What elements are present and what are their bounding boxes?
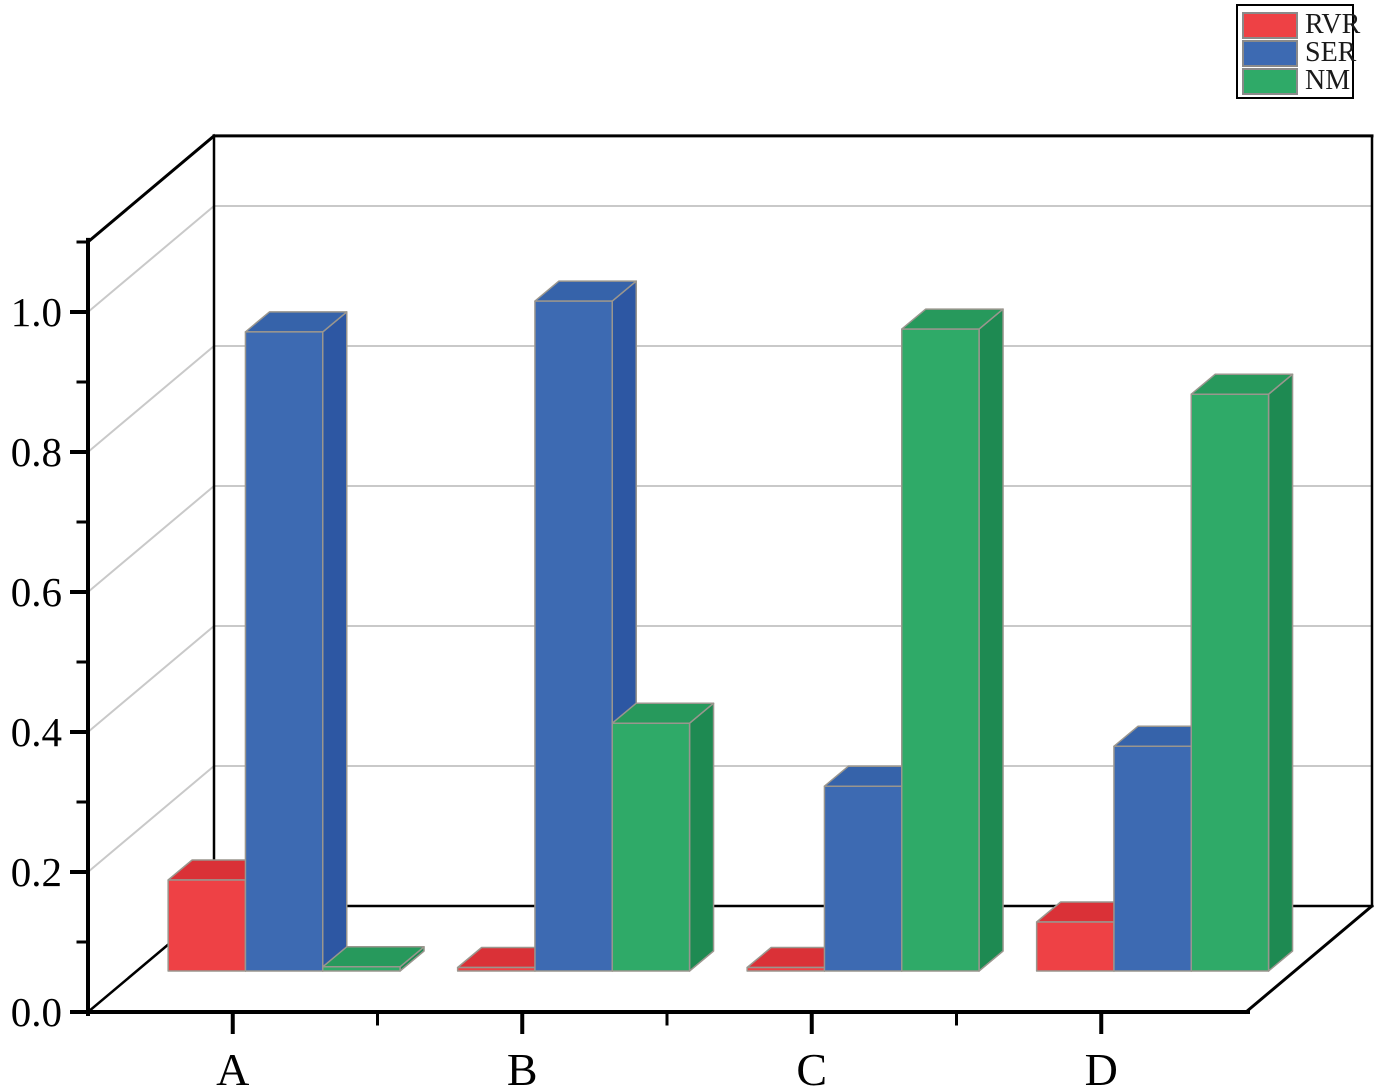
legend-item-ser: SER: [1242, 39, 1356, 67]
y-tick-label-1.0: 1.0: [11, 289, 62, 335]
bar-D-NM: [1190, 393, 1270, 972]
legend-label-nm: NM: [1305, 65, 1351, 96]
bar-A-RVR: [167, 879, 247, 972]
bar-B-SER: [534, 300, 613, 972]
legend-swatch-nm: [1242, 67, 1298, 95]
y-tick-label-0.4: 0.4: [11, 709, 62, 755]
legend-item-nm: NM: [1242, 65, 1351, 96]
gridline-leftwall-0.6: [86, 484, 216, 594]
bar-C-RVR: [746, 966, 826, 972]
bar-D-SER: [1113, 745, 1192, 972]
x-tick-label-B: B: [507, 1044, 538, 1091]
x-tick-label-A: A: [216, 1044, 249, 1091]
legend: RVR SER NM: [1236, 4, 1360, 99]
gridline-leftwall-1: [86, 204, 216, 314]
bar-A-NM: [322, 966, 401, 972]
bar-B-RVR: [456, 966, 536, 972]
legend-swatch-ser: [1242, 39, 1298, 67]
x-tick-label-D: D: [1085, 1044, 1118, 1091]
bar-A-SER: [244, 331, 324, 972]
y-tick-label-0.6: 0.6: [11, 569, 62, 615]
bar-B-NM: [611, 722, 691, 972]
top-left-depth-edge: [85, 133, 217, 245]
x-tick-label-C: C: [796, 1044, 827, 1091]
bottom-right-depth-edge: [1243, 903, 1375, 1015]
y-tick-label-0.2: 0.2: [11, 849, 62, 895]
bar-side-B-NM: [688, 702, 715, 972]
bar-C-SER: [823, 785, 903, 972]
gridline-leftwall-0.8: [86, 344, 216, 454]
bar-C-NM: [901, 328, 980, 972]
legend-label-ser: SER: [1305, 37, 1357, 68]
gridline-leftwall-0.2: [86, 764, 216, 874]
bar-side-A-SER: [322, 311, 348, 972]
legend-swatch-rvr: [1242, 11, 1298, 39]
y-tick-label-0.8: 0.8: [11, 429, 62, 475]
legend-item-rvr: RVR: [1242, 11, 1360, 39]
gridline-leftwall-0.4: [86, 624, 216, 734]
bar-D-RVR: [1035, 921, 1115, 972]
bar-side-D-NM: [1267, 373, 1294, 972]
y-tick-label-0.0: 0.0: [11, 989, 62, 1035]
legend-label-rvr: RVR: [1305, 9, 1361, 40]
bar-side-C-NM: [978, 308, 1004, 972]
